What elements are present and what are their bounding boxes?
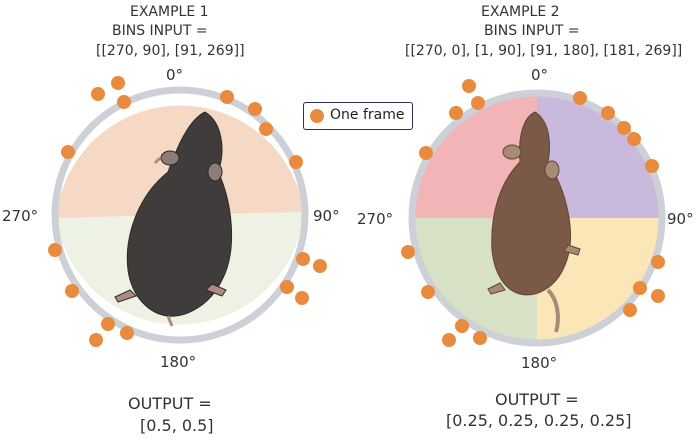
- frame-dot: [473, 331, 487, 345]
- example2-frame-dots: [401, 79, 665, 347]
- frame-dot: [120, 326, 134, 340]
- frame-dot: [280, 280, 294, 294]
- example1-bins-label: BINS INPUT =: [112, 23, 208, 39]
- frame-dot: [401, 245, 415, 259]
- example1-angle-270: 270°: [2, 207, 39, 225]
- example1-ring: [51, 86, 309, 344]
- frame-dot: [295, 291, 309, 305]
- frame-dot: [421, 285, 435, 299]
- example2-bin-top-right: [537, 93, 662, 218]
- example2-ring: [408, 89, 666, 347]
- frame-dot: [91, 87, 105, 101]
- frame-dot: [442, 333, 456, 347]
- frame-dot: [627, 132, 641, 146]
- example1-frame-dots: [48, 76, 327, 347]
- frame-dot: [651, 289, 665, 303]
- example2-angle-180: 180°: [521, 354, 558, 372]
- frame-dot: [651, 255, 665, 269]
- example1-angle-90: 90°: [313, 207, 340, 225]
- frame-dot: [633, 281, 647, 295]
- example1-bins-value: [[270, 90], [91, 269]]: [96, 43, 245, 59]
- frame-dot: [259, 122, 273, 136]
- example2-mouse: [487, 111, 581, 333]
- frame-dot: [117, 95, 131, 109]
- frame-dot: [449, 106, 463, 120]
- example1-title: EXAMPLE 1: [130, 4, 209, 20]
- frame-dot: [623, 303, 637, 317]
- frame-dot: [89, 333, 103, 347]
- example2-angle-270: 270°: [357, 210, 394, 228]
- frame-dot: [101, 317, 115, 331]
- frame-dot: [296, 252, 310, 266]
- frame-dot: [289, 155, 303, 169]
- frame-dot: [573, 91, 587, 105]
- frame-dot: [111, 76, 125, 90]
- example2-bins-value: [[270, 0], [1, 90], [91, 180], [181, 269…: [405, 43, 683, 59]
- frame-dot: [248, 102, 262, 116]
- legend-frame-dot-icon: [310, 109, 324, 123]
- example2-output-value: [0.25, 0.25, 0.25, 0.25]: [446, 411, 632, 430]
- example2-output-label: OUTPUT =: [495, 390, 579, 409]
- frame-dot: [455, 319, 469, 333]
- legend-label: One frame: [330, 107, 405, 123]
- frame-dot: [645, 159, 659, 173]
- example1-angle-180: 180°: [160, 353, 197, 371]
- frame-dot: [471, 96, 485, 110]
- frame-dot: [462, 79, 476, 93]
- frame-dot: [419, 146, 433, 160]
- example2-title: EXAMPLE 2: [481, 4, 560, 20]
- frame-dot: [220, 90, 234, 104]
- example2-angle-0: 0°: [531, 66, 549, 84]
- frame-dot: [313, 259, 327, 273]
- frame-dot: [65, 284, 79, 298]
- frame-dot: [61, 145, 75, 159]
- example1-output-label: OUTPUT =: [128, 394, 212, 413]
- example1-mouse: [114, 111, 232, 327]
- example2-bins-label: BINS INPUT =: [484, 23, 580, 39]
- example1-output-value: [0.5, 0.5]: [140, 416, 214, 435]
- frame-dot: [48, 243, 62, 257]
- legend: One frame: [303, 102, 413, 130]
- frame-dot: [617, 121, 631, 135]
- example1-angle-0: 0°: [166, 66, 184, 84]
- frame-dot: [601, 106, 615, 120]
- example2-angle-90: 90°: [667, 210, 694, 228]
